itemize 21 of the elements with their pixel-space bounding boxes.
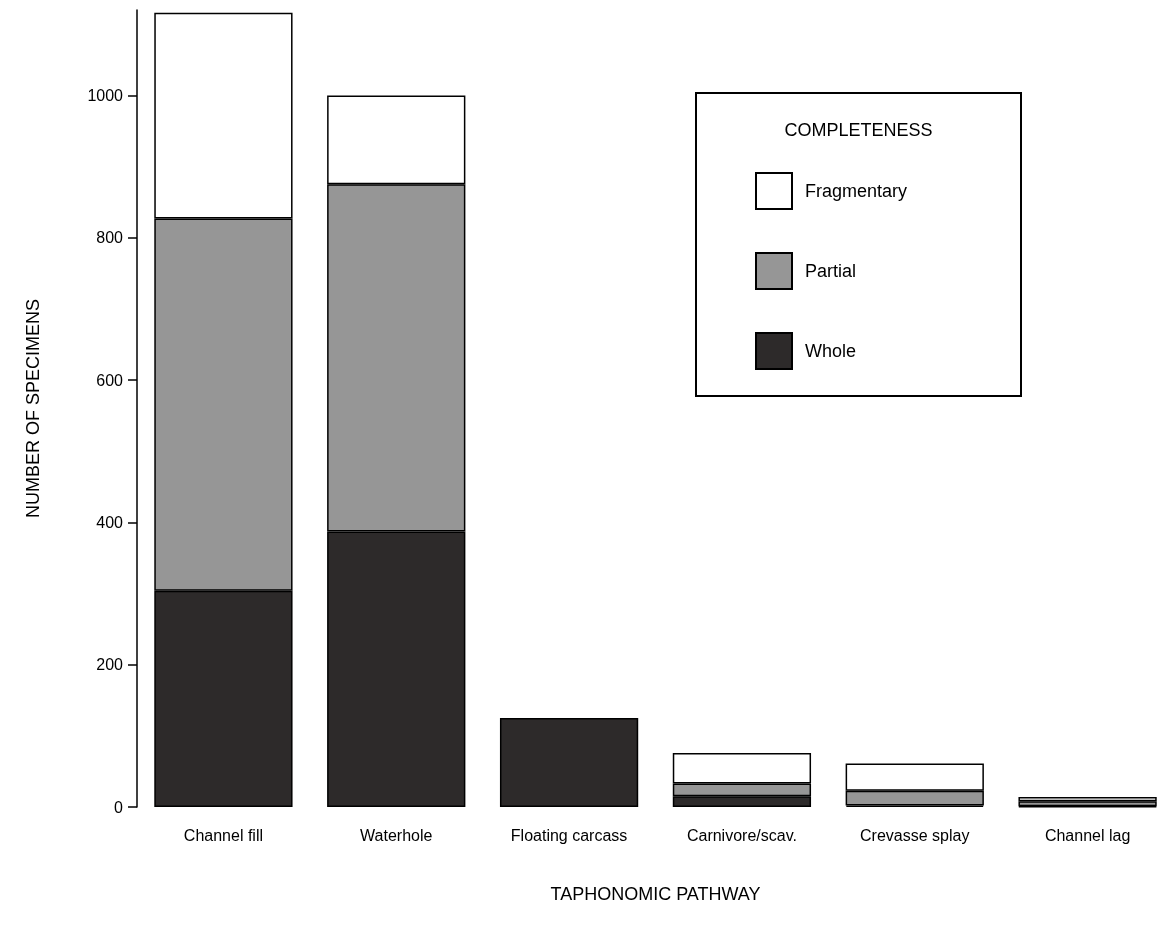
legend-title: COMPLETENESS — [784, 120, 933, 140]
bar — [1018, 801, 1157, 807]
y-tick-label: 400 — [96, 513, 124, 531]
x-tick-label: Channel fill — [183, 826, 263, 844]
legend-label: Partial — [805, 261, 857, 281]
y-tick-label: 200 — [96, 656, 124, 674]
x-tick-label: Crevasse splay — [860, 826, 970, 844]
legend-label: Fragmentary — [805, 181, 908, 201]
x-tick-label: Carnivore/scav. — [686, 826, 797, 844]
y-tick-label: 800 — [96, 229, 124, 247]
bar — [1018, 797, 1157, 802]
y-axis-title: NUMBER OF SPECIMENS — [23, 298, 43, 519]
bar — [499, 718, 639, 807]
y-tick-label: 0 — [114, 798, 124, 816]
x-tick-label: Channel lag — [1044, 826, 1131, 844]
x-axis-title: TAPHONOMIC PATHWAY — [550, 884, 761, 904]
y-tick-label: 600 — [96, 371, 124, 389]
x-tick-label: Floating carcass — [510, 826, 628, 844]
x-tick-label: Waterhole — [360, 826, 433, 844]
legend-label: Whole — [805, 341, 857, 361]
y-tick-label: 1000 — [87, 86, 124, 104]
